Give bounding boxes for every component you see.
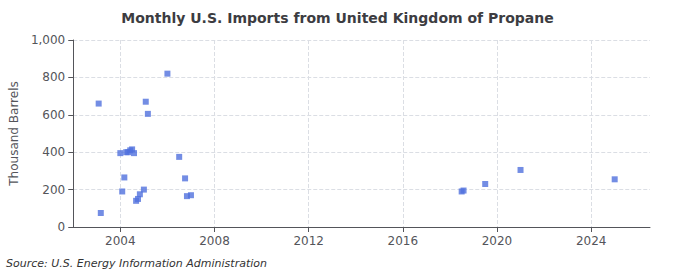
svg-text:400: 400 — [42, 145, 65, 159]
svg-text:800: 800 — [42, 70, 65, 84]
svg-text:600: 600 — [42, 108, 65, 122]
svg-text:Thousand Barrels: Thousand Barrels — [7, 81, 21, 186]
svg-text:200: 200 — [42, 183, 65, 197]
svg-text:1,000: 1,000 — [31, 33, 65, 47]
svg-text:Monthly U.S. Imports from Unit: Monthly U.S. Imports from United Kingdom… — [121, 10, 554, 26]
svg-text:2016: 2016 — [388, 234, 419, 248]
svg-text:2012: 2012 — [293, 234, 324, 248]
svg-text:Source: U.S. Energy Informatio: Source: U.S. Energy Information Administ… — [6, 257, 267, 270]
svg-text:0: 0 — [58, 220, 66, 234]
svg-text:2008: 2008 — [199, 234, 230, 248]
svg-text:2020: 2020 — [482, 234, 513, 248]
svg-text:2004: 2004 — [105, 234, 136, 248]
svg-text:2024: 2024 — [576, 234, 607, 248]
